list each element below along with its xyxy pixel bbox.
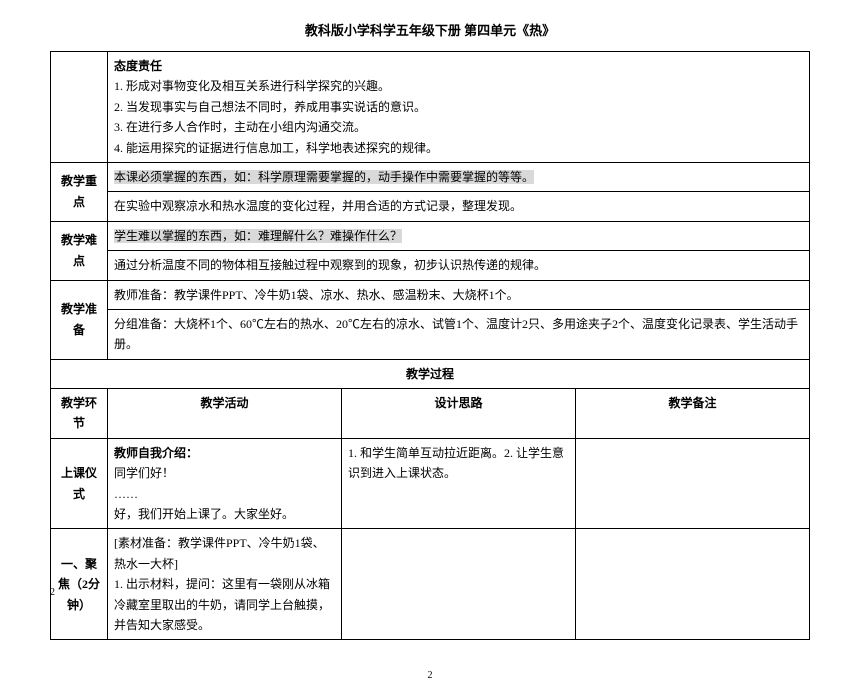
header-segment: 教学环节 <box>51 389 108 439</box>
note-ceremony <box>576 438 810 529</box>
attitude-item-1: 1. 形成对事物变化及相互关系进行科学探究的兴趣。 <box>114 79 390 93</box>
activity-focus-line1: [素材准备：教学课件PPT、冷牛奶1袋、热水一大杯] <box>114 536 325 570</box>
activity-focus-line2: 1. 出示材料，提问：这里有一袋刚从冰箱冷藏室里取出的牛奶，请同学上台触摸，并告… <box>114 577 330 632</box>
page-number: 2 <box>50 670 810 681</box>
design-ceremony: 1. 和学生简单互动拉近距离。2. 让学生意识到进入上课状态。 <box>342 438 576 529</box>
header-design: 设计思路 <box>342 389 576 439</box>
activity-ceremony-line3: 好，我们开始上课了。大家坐好。 <box>114 507 294 521</box>
attitude-content: 态度责任 1. 形成对事物变化及相互关系进行科学探究的兴趣。 2. 当发现事实与… <box>108 52 810 163</box>
attitude-label-cell <box>51 52 108 163</box>
process-header: 教学过程 <box>51 359 810 388</box>
activity-focus: [素材准备：教学课件PPT、冷牛奶1袋、热水一大杯] 1. 出示材料，提问：这里… <box>108 529 342 640</box>
prepare-teacher: 教师准备：教学课件PPT、冷牛奶1袋、凉水、热水、感温粉末、大烧杯1个。 <box>108 280 810 309</box>
keypoint-content: 在实验中观察凉水和热水温度的变化过程，并用合适的方式记录，整理发现。 <box>108 192 810 221</box>
activity-ceremony-line1: 同学们好！ <box>114 466 174 480</box>
difficulty-label: 教学难点 <box>51 221 108 280</box>
difficulty-hint: 学生难以掌握的东西，如：难理解什么？难操作什么？ <box>108 221 810 250</box>
footer-page-number: 2 <box>50 587 55 598</box>
attitude-item-3: 3. 在进行多人合作时，主动在小组内沟通交流。 <box>114 120 366 134</box>
difficulty-content: 通过分析温度不同的物体相互接触过程中观察到的现象，初步认识热传递的规律。 <box>108 251 810 280</box>
activity-ceremony: 教师自我介绍： 同学们好！ …… 好，我们开始上课了。大家坐好。 <box>108 438 342 529</box>
note-focus <box>576 529 810 640</box>
prepare-group: 分组准备：大烧杯1个、60℃左右的热水、20℃左右的凉水、试管1个、温度计2只、… <box>108 309 810 359</box>
prepare-label: 教学准备 <box>51 280 108 359</box>
segment-ceremony: 上课仪式 <box>51 438 108 529</box>
attitude-item-4: 4. 能运用探究的证据进行信息加工，科学地表述探究的规律。 <box>114 141 438 155</box>
segment-focus: 一、聚焦（2分钟） <box>51 529 108 640</box>
attitude-item-2: 2. 当发现事实与自己想法不同时，养成用事实说话的意识。 <box>114 100 426 114</box>
document-title: 教科版小学科学五年级下册 第四单元《热》 <box>50 20 810 39</box>
header-activity: 教学活动 <box>108 389 342 439</box>
attitude-heading: 态度责任 <box>114 59 162 73</box>
design-focus <box>342 529 576 640</box>
activity-ceremony-line2: …… <box>114 487 138 501</box>
header-note: 教学备注 <box>576 389 810 439</box>
lesson-plan-table: 态度责任 1. 形成对事物变化及相互关系进行科学探究的兴趣。 2. 当发现事实与… <box>50 51 810 640</box>
keypoint-label: 教学重点 <box>51 162 108 221</box>
keypoint-hint: 本课必须掌握的东西，如：科学原理需要掌握的，动手操作中需要掌握的等等。 <box>108 162 810 191</box>
activity-ceremony-bold: 教师自我介绍： <box>114 446 198 460</box>
